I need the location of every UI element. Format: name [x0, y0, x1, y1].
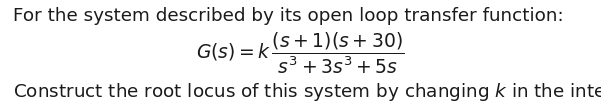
Text: Construct the root locus of this system by changing $k$ in the interval $[0, \in: Construct the root locus of this system …	[13, 81, 601, 103]
Text: For the system described by its open loop transfer function:: For the system described by its open loo…	[13, 7, 564, 25]
Text: $G(s) = k\,\dfrac{(s+1)(s+30)}{s^3+3s^3+5s}$: $G(s) = k\,\dfrac{(s+1)(s+30)}{s^3+3s^3+…	[197, 31, 404, 76]
